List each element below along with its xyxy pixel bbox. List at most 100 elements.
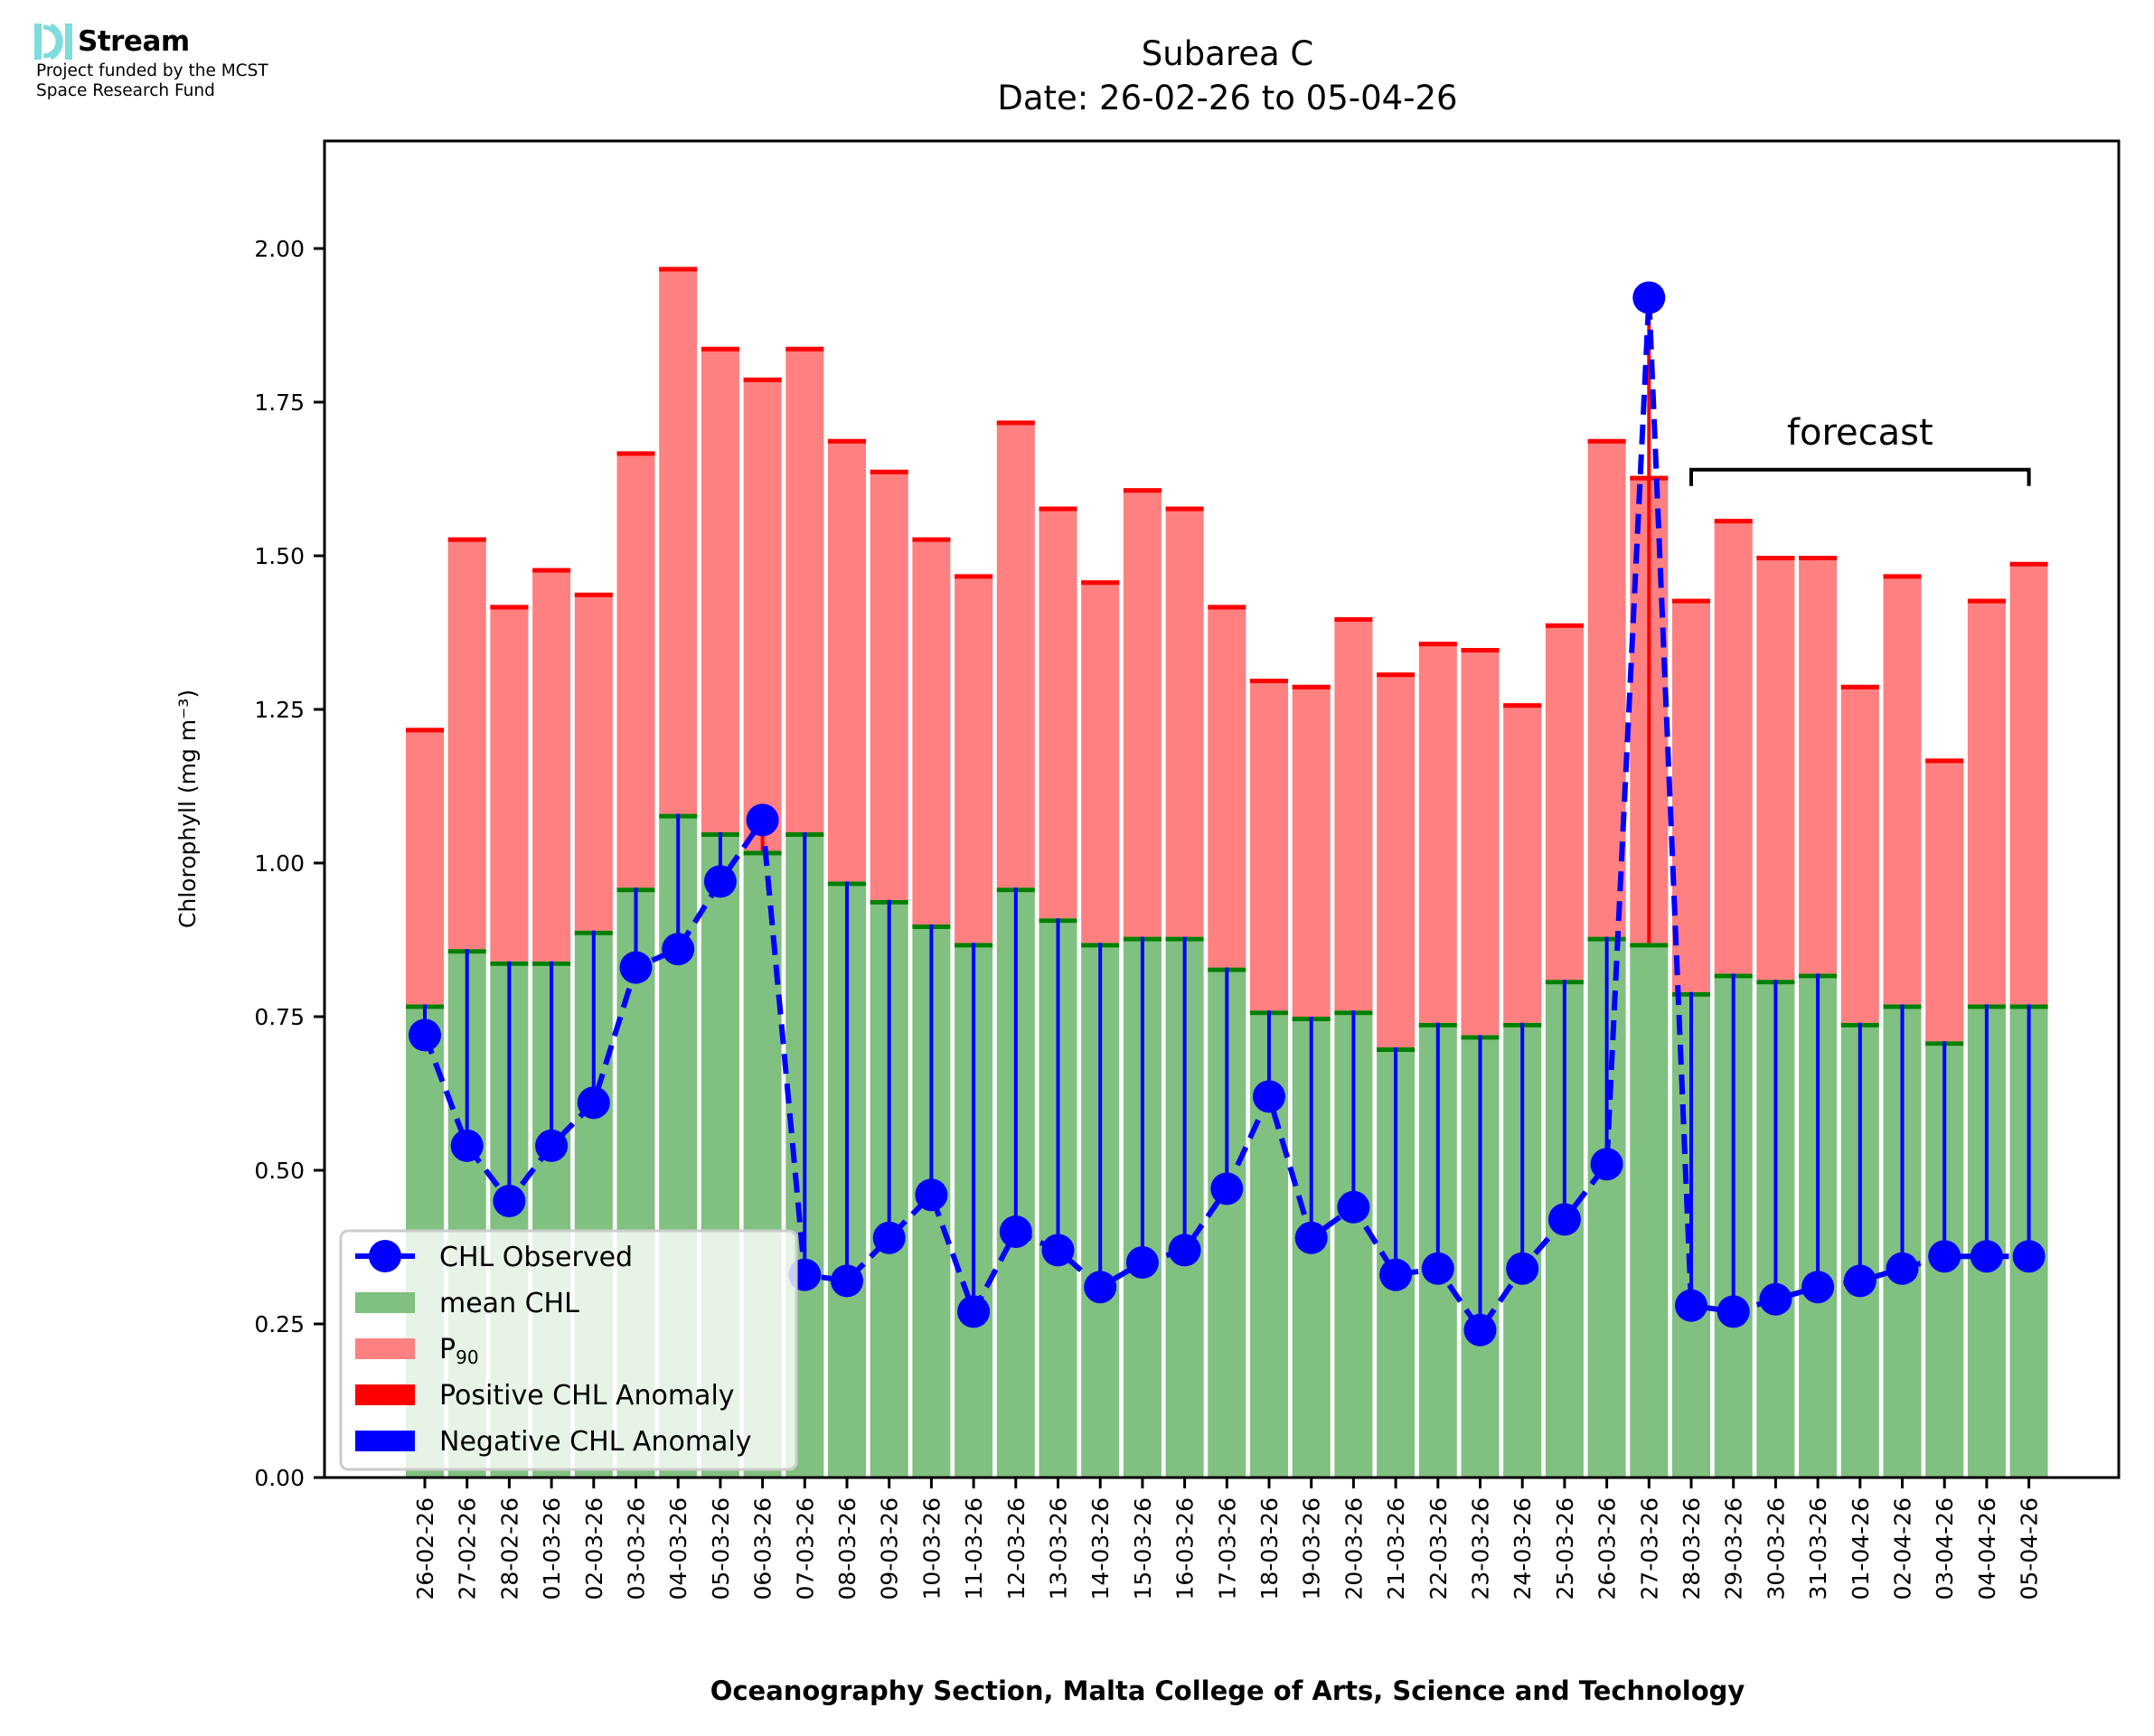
observed-point [1210, 1172, 1244, 1206]
x-tick-label: 18-03-26 [1256, 1497, 1283, 1600]
p90-bar [1334, 617, 1373, 1011]
x-tick-label: 08-03-26 [834, 1497, 861, 1600]
observed-point [1253, 1080, 1285, 1113]
p90-bar [490, 605, 529, 962]
p90-bar-edge [1587, 438, 1626, 444]
x-tick-label: 12-03-26 [1003, 1497, 1030, 1600]
x-tick-label: 27-03-26 [1636, 1497, 1662, 1600]
p90-bar [1081, 580, 1120, 943]
observed-series [409, 281, 2046, 1347]
p90-bar-edge [1925, 758, 1964, 764]
y-tick-label: 1.75 [254, 389, 305, 416]
mean-bar-edge [1630, 943, 1669, 948]
x-tick-label: 07-03-26 [792, 1497, 818, 1600]
x-tick-label: 17-03-26 [1214, 1497, 1240, 1600]
legend-label: Negative CHL Anomaly [439, 1426, 752, 1458]
plot-frame [323, 139, 2121, 1479]
legend-swatch [355, 1384, 415, 1405]
p90-bar [447, 537, 486, 950]
p90-bar-edge [701, 346, 739, 352]
p90-bar-edge [490, 605, 529, 610]
p90-bar-edge [912, 537, 951, 542]
observed-point [703, 865, 737, 898]
legend-box [339, 1229, 798, 1471]
p90-bar-edge [2009, 561, 2048, 567]
p90-bar [1250, 679, 1288, 1011]
p90-bar [828, 438, 866, 882]
x-tick-label: 28-03-26 [1679, 1497, 1705, 1600]
x-tick-label: 01-03-26 [539, 1497, 565, 1600]
x-tick-label: 06-03-26 [750, 1497, 776, 1600]
p90-bar-edge [1208, 605, 1246, 610]
x-tick-label: 04-03-26 [665, 1497, 691, 1600]
p90-bar [1418, 642, 1457, 1023]
observed-point [662, 933, 695, 966]
p90-bar-edge [1967, 598, 2006, 604]
p90-bar [996, 420, 1035, 888]
p90-bar-edge [1799, 556, 1838, 560]
observed-point [1970, 1240, 2003, 1273]
y-axis: 0.00 0.25 0.50 0.75 1.00 1.25 1.50 1.75 2.00 [254, 236, 325, 1491]
observed-point [1843, 1264, 1877, 1298]
observed-point [1463, 1313, 1497, 1347]
p90-bar [1545, 623, 1584, 981]
legend-label-main: P [439, 1334, 456, 1365]
x-tick-label: 21-03-26 [1383, 1497, 1409, 1600]
mean-bar [1630, 943, 1669, 1478]
p90-bar [659, 267, 698, 814]
p90-bar-edge [785, 346, 824, 352]
x-tick-label: 22-03-26 [1425, 1497, 1452, 1600]
x-tick-label: 25-03-26 [1552, 1497, 1578, 1600]
funding-line-1: Project funded by the MCST [36, 61, 268, 80]
p90-bar [1377, 672, 1416, 1047]
chart-title: Subarea C [1142, 34, 1314, 73]
p90-bar-edge [1840, 684, 1879, 690]
p90-bar-edge [1672, 598, 1710, 604]
observed-point [409, 1018, 441, 1052]
observed-point [1632, 281, 1666, 314]
observed-point [1717, 1295, 1750, 1328]
p90-bar-edge [406, 727, 444, 733]
anomaly-lines [423, 297, 2031, 1330]
stream-waves-icon [34, 23, 72, 61]
funding-line-2: Space Research Fund [36, 81, 215, 100]
p90-bar [1883, 574, 1922, 1005]
observed-point [746, 803, 779, 837]
observed-point [831, 1264, 863, 1298]
legend-label-sub: 90 [456, 1347, 478, 1368]
p90-bar [1672, 598, 1710, 992]
p90-bar-edge [659, 267, 698, 272]
p90-bar [616, 451, 655, 888]
x-tick-label: 29-03-26 [1721, 1497, 1747, 1600]
p90-bar [1165, 506, 1204, 937]
x-tick-label: 01-04-26 [1848, 1497, 1874, 1600]
observed-point [1421, 1252, 1454, 1285]
x-tick-label: 27-02-26 [455, 1497, 481, 1600]
observed-point [1506, 1252, 1539, 1285]
p90-bar [701, 346, 739, 832]
p90-bar [2009, 561, 2048, 1005]
x-tick-label: 26-02-26 [412, 1497, 438, 1600]
p90-bar-edge [870, 469, 908, 474]
observed-point [1125, 1246, 1159, 1279]
p90-bar-edge [1123, 488, 1162, 493]
legend-swatch [355, 1292, 415, 1313]
p90-bar [1503, 703, 1542, 1023]
p90-bar [1587, 438, 1626, 937]
x-tick-label: 26-03-26 [1594, 1497, 1621, 1600]
p90-bar-edge [1461, 648, 1500, 652]
p90-bar [1840, 684, 1879, 1023]
p90-bar-edge [1334, 617, 1373, 622]
observed-point [1337, 1190, 1370, 1224]
p90-bar [870, 469, 908, 900]
observed-point [915, 1178, 948, 1212]
y-tick-label: 0.00 [254, 1465, 305, 1491]
x-axis: 26-02-26 27-02-26 28-02-26 01-03-26 02-03-26… [412, 1478, 2043, 1600]
x-axis-label: Oceanography Section, Malta College of A… [710, 1675, 1745, 1706]
x-tick-label: 11-03-26 [961, 1497, 987, 1600]
observed-point [1886, 1252, 1919, 1285]
p90-bar-edge [1081, 580, 1120, 586]
logo: Stream Project funded by the MCST Space … [34, 22, 268, 101]
p90-bar-edge [447, 537, 486, 542]
p90-bar-edge [574, 592, 613, 597]
